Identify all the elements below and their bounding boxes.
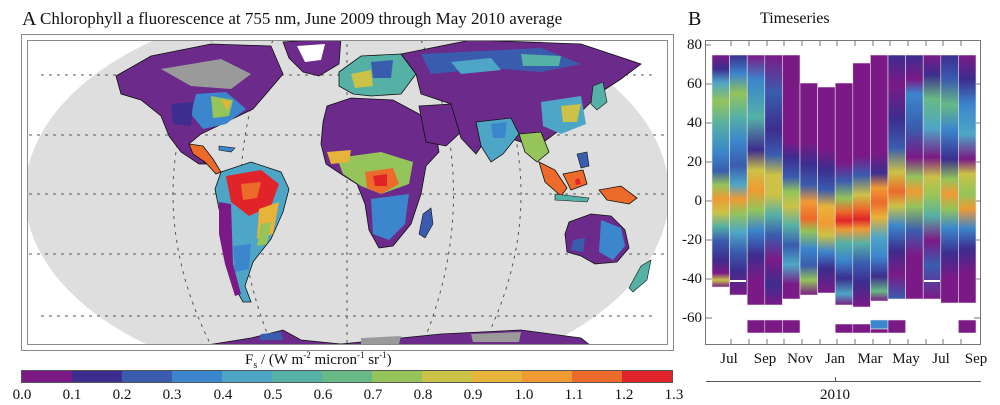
colorbar-tick: 0.0	[12, 387, 32, 403]
colorbar-segment	[472, 371, 522, 382]
y-tick: 0	[694, 193, 703, 209]
panel-b-title: Timeseries	[760, 10, 830, 27]
colorbar-tick: 1.2	[614, 387, 634, 403]
x-tick: Jan	[825, 351, 845, 367]
colorbar-tick: 0.9	[463, 387, 483, 403]
colorbar-tick: 0.4	[213, 387, 233, 403]
y-tick: 20	[687, 154, 702, 170]
x-tick: Jul	[932, 351, 950, 367]
colorbar-label-superscript: -2	[303, 350, 311, 360]
y-tick: -60	[682, 310, 702, 326]
x-tick: Mar	[857, 351, 883, 367]
timeseries-plot	[704, 36, 984, 348]
year-axis-tick	[835, 377, 836, 382]
x-tick: Nov	[787, 351, 813, 367]
y-tick: 40	[687, 115, 702, 131]
colorbar-segment	[172, 371, 222, 382]
colorbar-label-part: micron	[310, 352, 357, 368]
colorbar-segment	[322, 371, 372, 382]
colorbar-segment	[22, 371, 72, 382]
colorbar-segment	[372, 371, 422, 382]
colorbar-segment	[122, 371, 172, 382]
colorbar-segment	[422, 371, 472, 382]
year-label: 2010	[820, 387, 850, 403]
year-axis-line	[706, 381, 981, 382]
colorbar-tick: 0.7	[363, 387, 383, 403]
colorbar-label: Fs / (W m-2 micron-1 sr-1)	[245, 350, 392, 371]
colorbar	[21, 370, 673, 383]
x-tick: Sep	[964, 351, 988, 367]
y-tick: -40	[682, 271, 702, 287]
colorbar-segment	[622, 371, 672, 382]
colorbar-tick: 0.5	[263, 387, 283, 403]
panel-b-letter: B	[688, 8, 702, 30]
colorbar-label-symbol: F	[245, 352, 254, 368]
colorbar-segment	[222, 371, 272, 382]
panel-a-title: Chlorophyll a fluorescence at 755 nm, Ju…	[40, 9, 563, 28]
colorbar-label-superscript: -1	[356, 350, 365, 360]
y-tick: -20	[682, 232, 702, 248]
colorbar-label-subscript: s	[253, 360, 258, 371]
colorbar-segment	[272, 371, 322, 382]
colorbar-tick: 1.3	[664, 387, 684, 403]
world-map	[21, 34, 674, 351]
y-tick: 80	[687, 37, 702, 53]
panel-a-letter: A	[22, 8, 37, 30]
colorbar-label-part: )	[386, 352, 392, 368]
colorbar-tick: 0.6	[313, 387, 333, 403]
colorbar-label-part: sr	[364, 352, 380, 368]
colorbar-tick: 0.8	[413, 387, 433, 403]
colorbar-label-part: / (W m	[257, 352, 304, 368]
colorbar-segment	[72, 371, 122, 382]
x-tick: Jul	[720, 351, 738, 367]
colorbar-tick: 1.0	[514, 387, 534, 403]
colorbar-segment	[522, 371, 572, 382]
colorbar-tick: 0.3	[162, 387, 182, 403]
colorbar-tick: 1.1	[564, 387, 584, 403]
colorbar-segment	[572, 371, 622, 382]
y-tick: 60	[687, 76, 702, 92]
colorbar-label-superscript: -1	[379, 350, 387, 360]
x-tick: May	[892, 351, 920, 367]
colorbar-tick: 0.2	[112, 387, 132, 403]
x-tick: Sep	[753, 351, 777, 367]
colorbar-tick: 0.1	[62, 387, 82, 403]
